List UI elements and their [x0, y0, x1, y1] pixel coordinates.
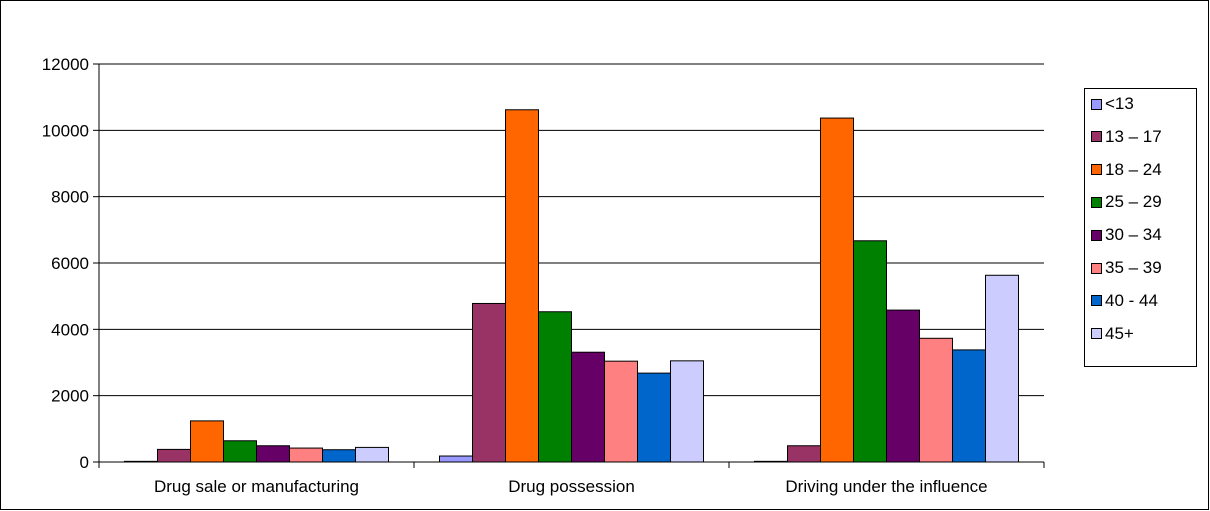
legend-swatch: [1091, 164, 1102, 176]
axes: [93, 63, 1045, 468]
bar: [952, 349, 986, 463]
bars: [124, 109, 1019, 463]
legend-swatch: [1091, 295, 1102, 307]
legend-item: 45+: [1091, 324, 1134, 344]
legend-label: 35 – 39: [1105, 258, 1162, 277]
bar: [157, 448, 191, 463]
y-tick-label: 4000: [51, 320, 89, 339]
x-category-label: Drug possession: [508, 477, 635, 496]
y-tick-label: 0: [80, 453, 89, 472]
y-tick-label: 8000: [51, 188, 89, 207]
bar: [670, 360, 704, 463]
legend: <13 13 – 17 18 – 24 25 – 29 30 – 34 35 – 39 40…: [1084, 88, 1197, 367]
legend-label: 13 – 17: [1105, 126, 1162, 146]
bar: [886, 309, 920, 463]
bar: [289, 447, 323, 463]
legend-label: 18 – 24: [1105, 159, 1162, 179]
legend-label: 40 - 44: [1105, 290, 1158, 310]
bar: [820, 117, 854, 463]
legend-item: 30 – 34: [1091, 225, 1162, 245]
x-category-label: Driving under the influence: [785, 477, 987, 496]
legend-item: 18 – 24: [1091, 160, 1162, 180]
bar: [505, 109, 539, 463]
bar: [637, 372, 671, 463]
legend-swatch: [1091, 196, 1102, 208]
y-tick-label: 6000: [51, 254, 89, 273]
legend-swatch: [1091, 131, 1102, 143]
legend-label: <13: [1105, 94, 1134, 113]
legend-label: 30 – 34: [1105, 225, 1162, 245]
bar: [853, 240, 887, 463]
legend-swatch: [1091, 229, 1102, 241]
bar: [472, 302, 506, 463]
bar: [322, 449, 356, 463]
bar: [919, 337, 953, 463]
bar: [787, 445, 821, 463]
legend-item: 25 – 29: [1091, 192, 1162, 212]
bar: [604, 360, 638, 463]
y-tick-label: 10000: [42, 121, 89, 140]
bar: [223, 440, 257, 463]
bar: [355, 446, 389, 463]
legend-swatch: [1091, 262, 1102, 274]
legend-item: 35 – 39: [1091, 258, 1162, 278]
y-tick-label: 12000: [42, 55, 89, 74]
legend-item: <13: [1091, 94, 1134, 114]
bar: [571, 351, 605, 463]
axis-labels: 0 2000 4000 6000 8000 10000 12000 Drug sale or …: [42, 55, 988, 496]
legend-swatch: [1091, 328, 1102, 340]
bar: [538, 311, 572, 463]
bar: [190, 420, 224, 463]
legend-swatch: [1091, 98, 1102, 110]
y-tick-label: 2000: [51, 387, 89, 406]
legend-label: 25 – 29: [1105, 192, 1162, 212]
bar: [439, 455, 473, 463]
bar: [985, 274, 1019, 463]
bar: [256, 445, 290, 463]
x-category-label: Drug sale or manufacturing: [154, 477, 359, 496]
legend-item: 40 - 44: [1091, 291, 1158, 311]
legend-item: 13 – 17: [1091, 127, 1162, 147]
legend-label: 45+: [1105, 323, 1134, 343]
